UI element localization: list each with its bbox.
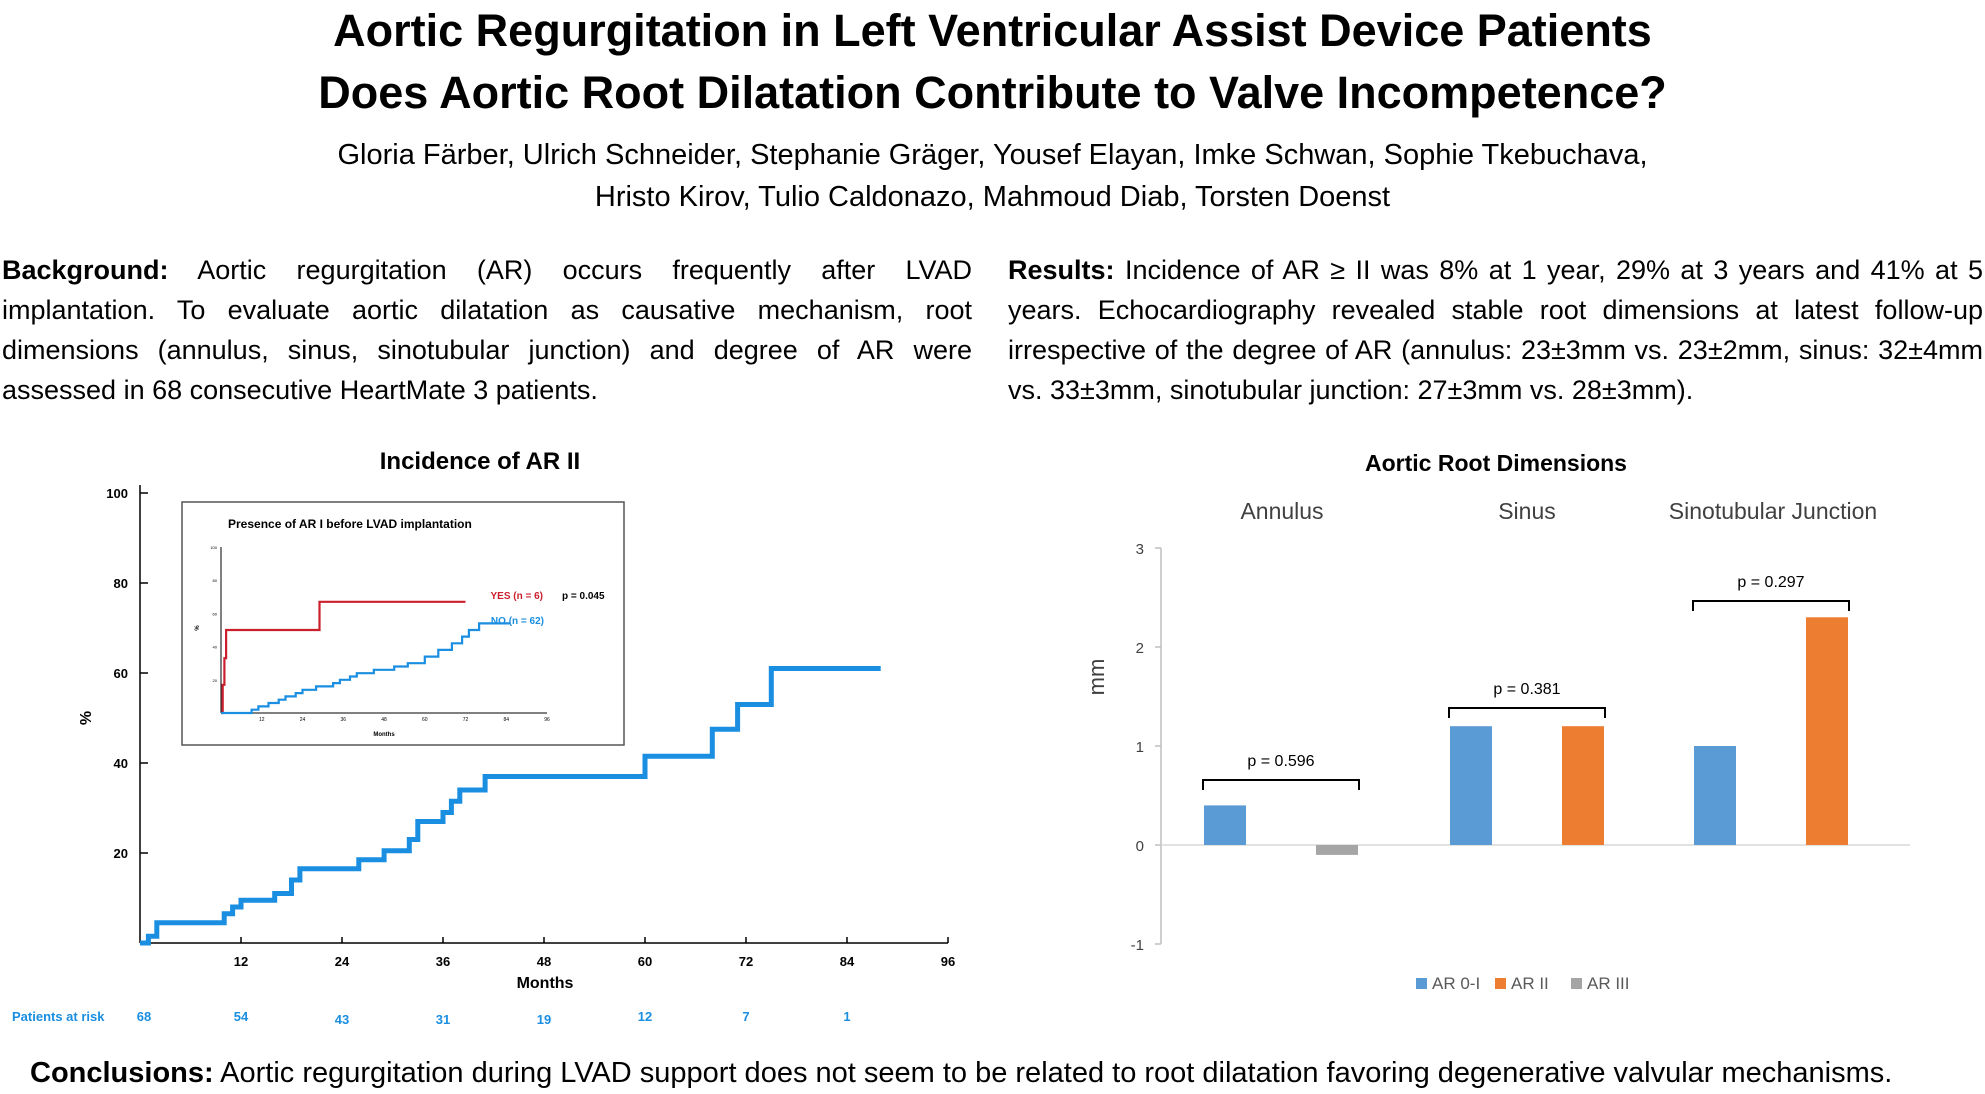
- p-value-label: p = 0.381: [1493, 681, 1560, 698]
- conclusions-heading: Conclusions:: [30, 1057, 214, 1089]
- category-label: Sinus: [1498, 498, 1556, 524]
- poster-title: Aortic Regurgitation in Left Ventricular…: [0, 0, 1985, 124]
- y-tick-label: 40: [114, 756, 128, 771]
- y-tick-label: 2: [1136, 640, 1144, 657]
- y-tick-label: 100: [106, 486, 128, 501]
- p-value-label: p = 0.596: [1247, 753, 1314, 770]
- conclusions-section: Conclusions: Aortic regurgitation during…: [30, 1055, 1892, 1091]
- y-tick-label: 80: [114, 576, 128, 591]
- legend-label: AR III: [1587, 974, 1630, 993]
- inset-x-tick-label: 12: [259, 717, 265, 723]
- results-heading: Results:: [1008, 255, 1115, 285]
- inset-x-axis-label: Months: [373, 732, 395, 738]
- inset-frame: [181, 501, 625, 746]
- legend-label: AR II: [1511, 974, 1549, 993]
- x-tick-label: 48: [537, 954, 551, 969]
- patients-at-risk-value: 7: [742, 1009, 749, 1024]
- inset-x-tick-label: 48: [381, 717, 387, 723]
- inset-x-tick-label: 60: [422, 717, 428, 723]
- patients-at-risk-value: 68: [137, 1009, 151, 1024]
- patients-at-risk-value: 31: [436, 1012, 450, 1027]
- p-value-label: p = 0.297: [1737, 574, 1804, 591]
- background-section: Background: Aortic regurgitation (AR) oc…: [2, 250, 972, 410]
- bar-ar-ii: [1562, 726, 1604, 845]
- results-section: Results: Incidence of AR ≥ II was 8% at …: [1008, 250, 1983, 410]
- inset-y-tick-label: 20: [213, 678, 218, 683]
- inset-x-tick-label: 24: [300, 717, 306, 723]
- y-tick-label: 3: [1136, 541, 1144, 558]
- inset-p-value: p = 0.045: [562, 591, 605, 602]
- inset-x-tick-label: 36: [340, 717, 346, 723]
- inset-x-tick-label: 96: [544, 717, 550, 723]
- y-axis-label: mm: [1084, 659, 1109, 696]
- x-axis-label: Months: [517, 975, 574, 992]
- patients-at-risk-value: 1: [843, 1009, 850, 1024]
- background-heading: Background:: [2, 255, 169, 285]
- x-tick-label: 12: [234, 954, 248, 969]
- bar-ar-iii: [1316, 845, 1358, 855]
- incidence-chart: Incidence of AR II 20 40 60 80 100 12 24 36 48 60 7…: [12, 448, 955, 1027]
- patients-at-risk-value: 19: [537, 1012, 551, 1027]
- y-tick-label: 60: [114, 666, 128, 681]
- inset-legend-no: NO (n = 62): [491, 616, 544, 627]
- bar-ar-0-i: [1204, 805, 1246, 845]
- y-tick-label: 1: [1136, 739, 1144, 756]
- inset-chart: Presence of AR I before LVAD implantatio…: [181, 501, 625, 746]
- category-label: Sinotubular Junction: [1669, 498, 1877, 524]
- x-tick-label: 84: [840, 954, 855, 969]
- y-axis-label: %: [78, 711, 95, 725]
- background-text: Aortic regurgitation (AR) occurs frequen…: [2, 255, 972, 405]
- legend-swatch: [1571, 978, 1582, 989]
- x-tick-label: 24: [335, 954, 350, 969]
- patients-at-risk-value: 54: [234, 1009, 249, 1024]
- x-tick-label: 72: [739, 954, 753, 969]
- inset-legend-yes: YES (n = 6): [490, 591, 543, 602]
- inset-curve-yes: [221, 600, 466, 715]
- title-line-2: Does Aortic Root Dilatation Contribute t…: [318, 67, 1667, 118]
- patients-at-risk-value: 12: [638, 1009, 652, 1024]
- bar-ar-0-i: [1694, 746, 1736, 845]
- significance-bracket: [1448, 707, 1606, 718]
- category-label: Annulus: [1240, 498, 1323, 524]
- chart-title: Incidence of AR II: [380, 448, 580, 475]
- inset-curve-no: [221, 622, 510, 715]
- inset-y-tick-label: 80: [213, 578, 218, 583]
- bar-ar-0-i: [1450, 726, 1492, 845]
- patients-at-risk-label: Patients at risk: [12, 1009, 105, 1024]
- aortic-root-chart: Aortic Root Dimensions -1 0 1 2 3 mm Annulus Sin…: [1084, 450, 1910, 993]
- authors-line-2: Hristo Kirov, Tulio Caldonazo, Mahmoud D…: [594, 181, 1391, 213]
- inset-y-tick-label: 40: [213, 645, 218, 650]
- significance-bracket: [1692, 600, 1850, 611]
- legend-label: AR 0-I: [1432, 974, 1480, 993]
- incidence-curve: [140, 666, 881, 946]
- patients-at-risk-value: 43: [335, 1012, 349, 1027]
- inset-y-tick-label: 60: [213, 611, 218, 616]
- x-tick-label: 96: [941, 954, 955, 969]
- x-tick-label: 60: [638, 954, 652, 969]
- inset-y-axis-label: %: [195, 625, 201, 631]
- significance-bracket: [1202, 779, 1360, 790]
- inset-title: Presence of AR I before LVAD implantatio…: [228, 517, 472, 531]
- authors-line-1: Gloria Färber, Ulrich Schneider, Stephan…: [337, 139, 1648, 171]
- title-line-1: Aortic Regurgitation in Left Ventricular…: [333, 5, 1652, 56]
- y-tick-label: 20: [114, 846, 128, 861]
- inset-x-tick-label: 84: [503, 717, 509, 723]
- legend-swatch: [1495, 978, 1506, 989]
- legend-swatch: [1416, 978, 1427, 989]
- x-tick-label: 36: [436, 954, 450, 969]
- chart-title: Aortic Root Dimensions: [1365, 450, 1627, 476]
- inset-x-tick-label: 72: [463, 717, 469, 723]
- y-tick-label: 0: [1136, 838, 1144, 855]
- inset-y-tick-label: 100: [210, 545, 217, 550]
- y-tick-label: -1: [1131, 937, 1144, 954]
- bar-ar-ii: [1806, 617, 1848, 845]
- author-list: Gloria Färber, Ulrich Schneider, Stephan…: [0, 134, 1985, 218]
- results-text: Incidence of AR ≥ II was 8% at 1 year, 2…: [1008, 255, 1983, 405]
- conclusions-text: Aortic regurgitation during LVAD support…: [220, 1057, 1893, 1089]
